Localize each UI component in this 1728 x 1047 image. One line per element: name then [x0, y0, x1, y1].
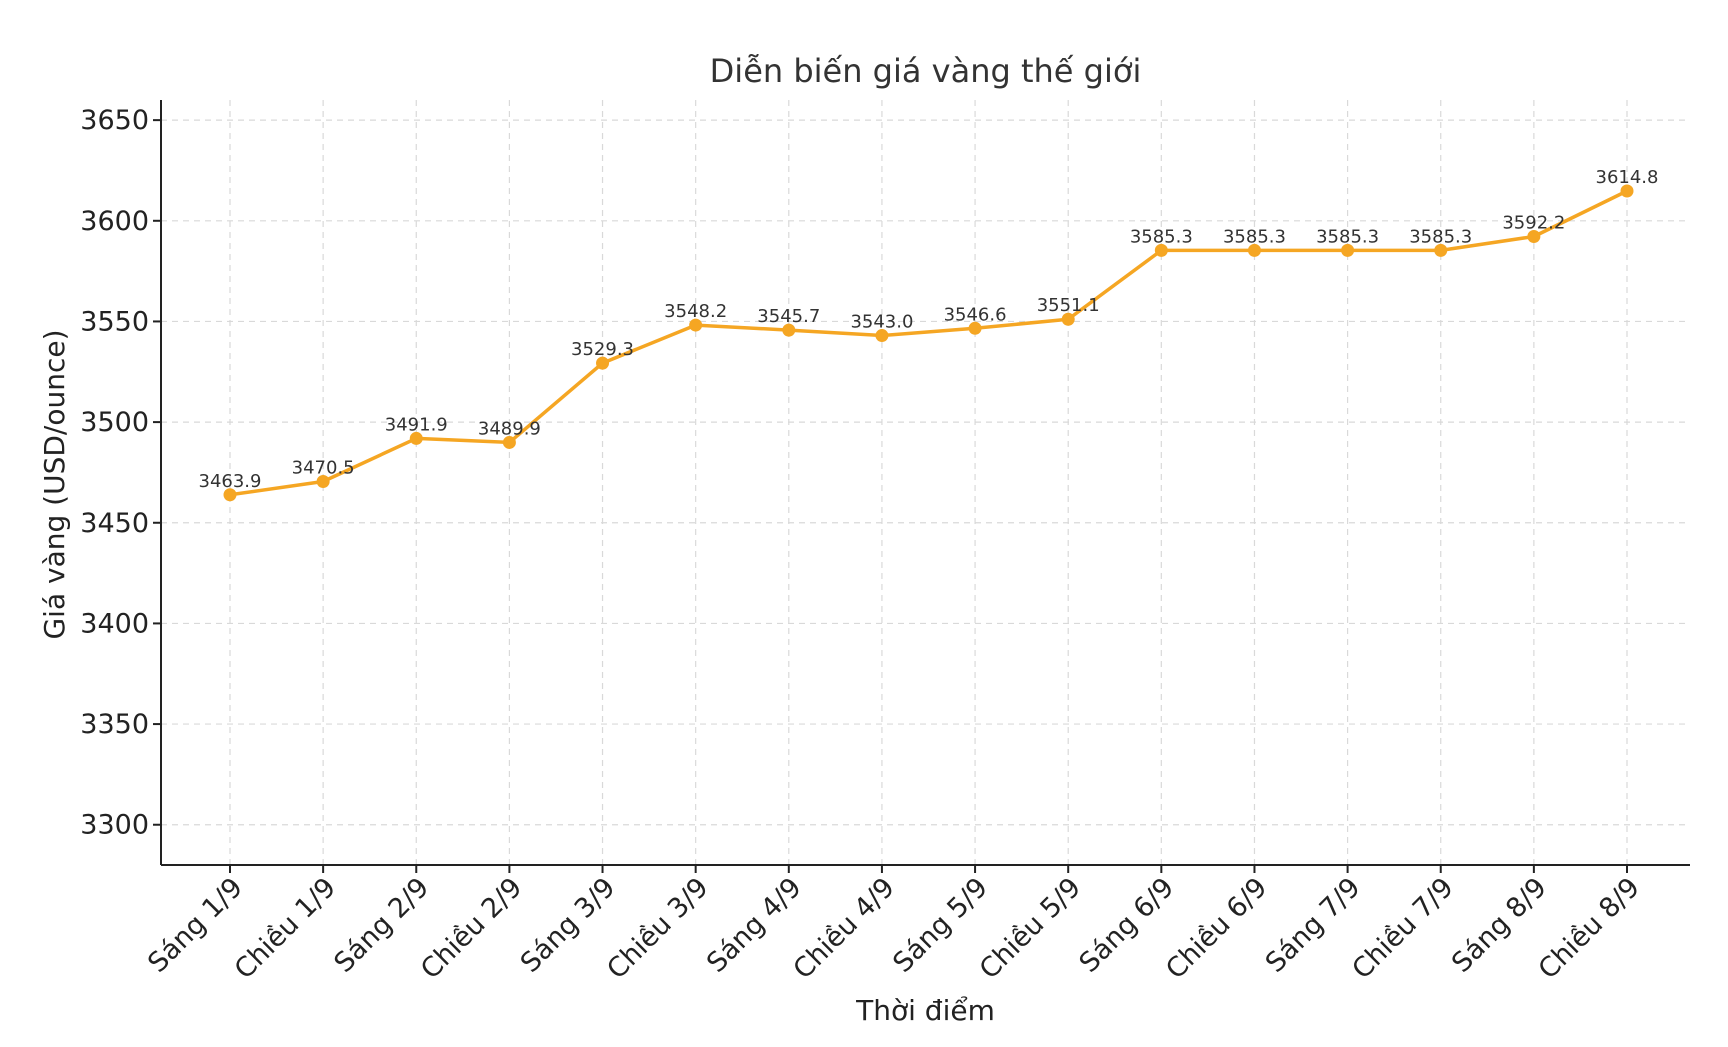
data-label: 3585.3	[1316, 226, 1379, 247]
data-point	[1341, 243, 1355, 257]
data-label: 3545.7	[757, 306, 820, 327]
y-tick-label: 3550	[80, 306, 149, 337]
chart-title: Diễn biến giá vàng thế giới	[710, 52, 1142, 90]
x-tick-label: Chiều 6/9	[1160, 872, 1273, 985]
data-point	[1154, 243, 1168, 257]
x-tick-label: Chiều 2/9	[415, 872, 528, 985]
data-label: 3585.3	[1130, 226, 1193, 247]
data-label: 3548.2	[664, 301, 727, 322]
y-tick-label: 3600	[80, 206, 149, 237]
x-tick-label: Chiều 4/9	[788, 872, 901, 985]
data-label: 3592.2	[1502, 212, 1565, 233]
grid	[161, 100, 1690, 865]
data-label: 3491.9	[385, 414, 448, 435]
data-point	[1620, 184, 1634, 198]
data-label: 3585.3	[1409, 226, 1472, 247]
data-label: 3585.3	[1223, 226, 1286, 247]
x-tick-label: Chiều 5/9	[974, 872, 1087, 985]
data-label: 3529.3	[571, 339, 634, 360]
data-point	[782, 323, 796, 337]
axes	[160, 100, 1690, 866]
data-point	[968, 321, 982, 335]
data-point	[1061, 312, 1075, 326]
y-tick-label: 3650	[80, 105, 149, 136]
data-point	[689, 318, 703, 332]
series: 3463.9 3470.5 3491.9 3489.9 3529.3 3548.2 3545…	[199, 167, 1659, 502]
y-axis-label: Giá vàng (USD/ounce)	[38, 329, 71, 639]
data-label: 3543.0	[850, 312, 913, 333]
data-point	[409, 431, 423, 445]
data-point	[875, 329, 889, 343]
data-point	[596, 356, 610, 370]
x-tick-label: Chiều 1/9	[229, 872, 342, 985]
x-tick-label: Chiều 3/9	[601, 872, 714, 985]
data-label: 3463.9	[199, 471, 262, 492]
y-tick-label: 3350	[80, 709, 149, 740]
data-point	[1247, 243, 1261, 257]
series-line	[229, 189, 1628, 497]
data-label: 3470.5	[292, 457, 355, 478]
data-label: 3614.8	[1596, 167, 1659, 188]
data-point	[316, 474, 330, 488]
data-label: 3546.6	[944, 304, 1007, 325]
y-tick-label: 3500	[80, 407, 149, 438]
x-tick-label: Chiều 7/9	[1346, 872, 1459, 985]
x-axis-label: Thời điểm	[855, 994, 995, 1027]
data-label: 3489.9	[478, 418, 541, 439]
data-label: 3551.1	[1037, 295, 1100, 316]
y-tick-label: 3400	[80, 608, 149, 639]
y-ticks: 3300 3350 3400 3450 3500 3550 3600 3650	[80, 105, 161, 841]
data-point	[1527, 229, 1541, 243]
data-point	[1434, 243, 1448, 257]
data-point	[502, 435, 516, 449]
y-tick-label: 3450	[80, 508, 149, 539]
y-tick-label: 3300	[80, 810, 149, 841]
x-tick-label: Chiều 8/9	[1533, 872, 1646, 985]
data-point	[223, 488, 237, 502]
